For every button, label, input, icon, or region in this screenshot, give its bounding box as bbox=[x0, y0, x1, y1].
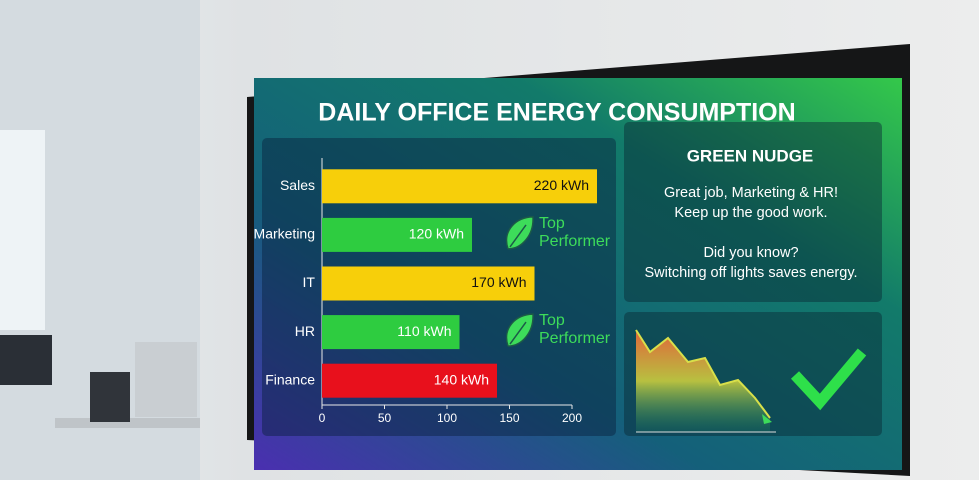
y-tick-label: HR bbox=[295, 323, 315, 339]
trend-arrow bbox=[762, 414, 772, 424]
annotation-box: Top Performer bbox=[539, 312, 611, 348]
annotation-text: Top Performer bbox=[539, 214, 611, 250]
chart-title: DAILY OFFICE ENERGY CONSUMPTION bbox=[318, 99, 795, 127]
nudge-line: Great job, Marketing & HR! bbox=[664, 185, 838, 201]
annotation-box: Top Performer bbox=[539, 214, 611, 250]
bar bbox=[322, 363, 497, 398]
bar bbox=[322, 217, 472, 252]
desk bbox=[55, 418, 200, 428]
nudge-panel bbox=[624, 122, 882, 302]
bar bbox=[322, 315, 460, 350]
value-label: 110 kWh bbox=[397, 323, 451, 339]
x-tick-label: 0 bbox=[319, 411, 326, 425]
value-label: 170 kWh bbox=[471, 274, 526, 290]
x-tick-label: 150 bbox=[499, 411, 519, 425]
checkmark bbox=[790, 348, 867, 411]
y-tick-label: Finance bbox=[265, 371, 315, 387]
monitor bbox=[135, 342, 197, 417]
chair bbox=[90, 372, 130, 422]
bar bbox=[322, 169, 597, 204]
y-tick-label: IT bbox=[303, 274, 316, 290]
x-tick-label: 200 bbox=[562, 411, 582, 425]
value-label: 140 kWh bbox=[434, 371, 489, 387]
y-tick-label: Sales bbox=[280, 177, 315, 193]
leaf-icon bbox=[505, 216, 534, 250]
leaf-icon bbox=[505, 313, 534, 347]
y-tick-label: Marketing bbox=[254, 226, 315, 242]
x-tick-label: 100 bbox=[437, 411, 457, 425]
value-label: 220 kWh bbox=[534, 177, 589, 193]
bar bbox=[322, 266, 535, 301]
monitor bbox=[0, 335, 52, 385]
annotation bbox=[505, 313, 534, 347]
nudge-line: Keep up the good work. bbox=[674, 205, 827, 221]
annotation-text: Top Performer bbox=[539, 312, 611, 348]
trend-line bbox=[635, 329, 771, 419]
x-tick-label: 50 bbox=[378, 411, 392, 425]
trend-area bbox=[636, 330, 770, 432]
nudge-title: GREEN NUDGE bbox=[687, 146, 814, 165]
nudge-line: Did you know? bbox=[703, 245, 798, 261]
value-label: 120 kWh bbox=[409, 226, 464, 242]
nudge-line: Switching off lights saves energy. bbox=[644, 265, 857, 281]
annotation bbox=[505, 216, 534, 250]
window bbox=[0, 130, 45, 330]
